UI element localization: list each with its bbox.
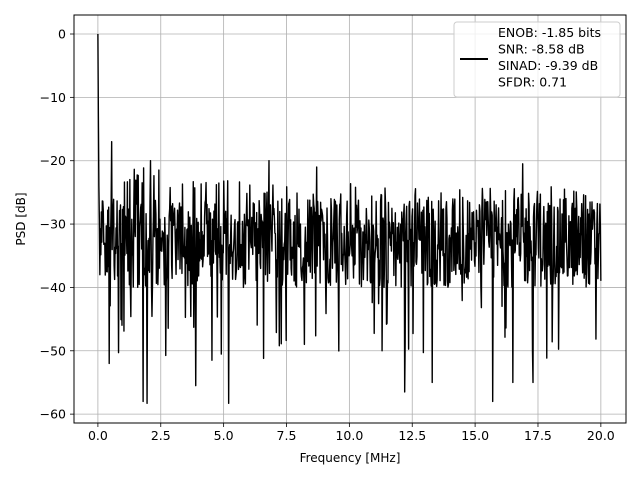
x-tick-label: 15.0	[461, 428, 489, 443]
y-tick-label: −20	[40, 153, 66, 168]
y-tick-label: −40	[40, 280, 66, 295]
series-layer	[97, 34, 602, 405]
y-axis-label: PSD [dB]	[14, 192, 28, 245]
y-tick-label: −50	[40, 343, 66, 358]
y-axis: 0 −10 −20 −30 −40 −50 −60	[40, 27, 74, 422]
x-tick-label: 5.0	[214, 428, 234, 443]
x-tick-label: 20.0	[587, 428, 615, 443]
legend-box	[453, 21, 621, 98]
x-tick-label: 10.0	[335, 428, 363, 443]
y-tick-label: −10	[40, 90, 66, 105]
legend-entry-enob: ENOB: -1.85 bits	[498, 25, 601, 40]
x-axis-label: Frequency [MHz]	[300, 451, 401, 465]
x-tick-label: 12.5	[398, 428, 426, 443]
x-tick-label: 2.5	[151, 428, 171, 443]
legend-entry-sfdr: SFDR: 0.71	[498, 75, 567, 90]
x-tick-label: 17.5	[524, 428, 552, 443]
legend-entry-sinad: SINAD: -9.39 dB	[498, 58, 598, 73]
legend: ENOB: -1.85 bits SNR: -8.58 dB SINAD: -9…	[453, 21, 621, 98]
y-tick-label: 0	[58, 27, 66, 42]
x-axis: 0.0 2.5 5.0 7.5 10.0 12.5 15.0 17.5 20.0	[88, 423, 615, 443]
y-tick-label: −60	[40, 407, 66, 422]
x-tick-label: 0.0	[88, 428, 108, 443]
psd-trace	[97, 34, 602, 405]
y-tick-label: −30	[40, 217, 66, 232]
x-tick-label: 7.5	[277, 428, 297, 443]
plot-frame	[73, 14, 627, 424]
legend-entry-snr: SNR: -8.58 dB	[498, 42, 585, 57]
